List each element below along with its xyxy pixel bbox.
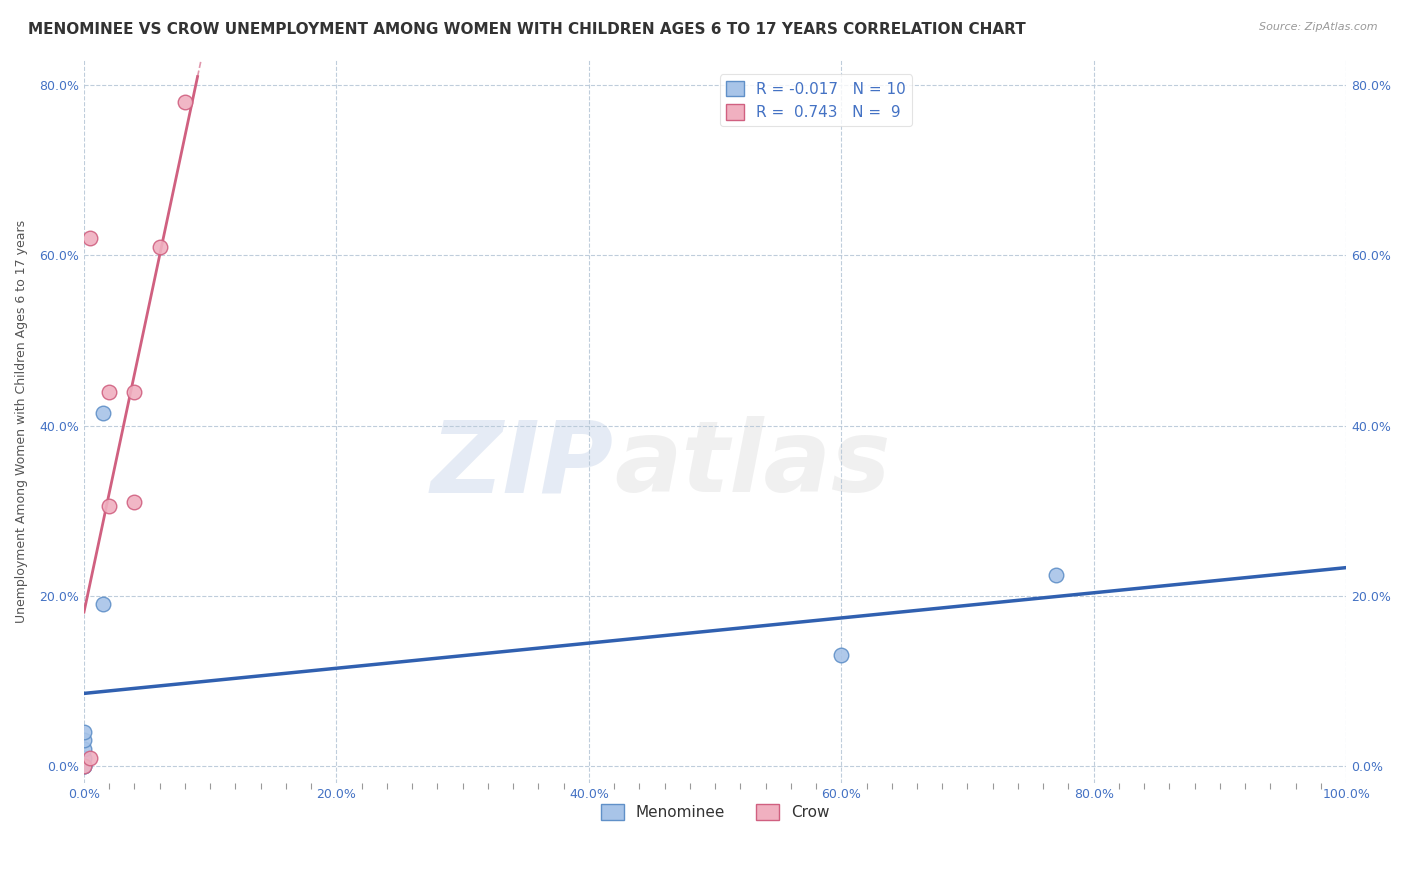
Text: MENOMINEE VS CROW UNEMPLOYMENT AMONG WOMEN WITH CHILDREN AGES 6 TO 17 YEARS CORR: MENOMINEE VS CROW UNEMPLOYMENT AMONG WOM…	[28, 22, 1026, 37]
Text: atlas: atlas	[614, 417, 890, 513]
Point	[830, 648, 852, 663]
Text: Source: ZipAtlas.com: Source: ZipAtlas.com	[1260, 22, 1378, 32]
Point	[98, 500, 121, 514]
Point	[79, 231, 101, 245]
Point	[73, 742, 96, 756]
Point	[73, 733, 96, 747]
Text: ZIP: ZIP	[432, 417, 614, 513]
Y-axis label: Unemployment Among Women with Children Ages 6 to 17 years: Unemployment Among Women with Children A…	[15, 219, 28, 623]
Point	[124, 384, 146, 399]
Point	[98, 384, 121, 399]
Point	[91, 597, 114, 611]
Point	[73, 750, 96, 764]
Point	[73, 759, 96, 773]
Point	[1045, 567, 1067, 582]
Legend: Menominee, Crow: Menominee, Crow	[595, 797, 835, 826]
Point	[124, 495, 146, 509]
Point	[73, 759, 96, 773]
Point	[91, 406, 114, 420]
Point	[174, 95, 197, 110]
Point	[79, 750, 101, 764]
Point	[149, 240, 172, 254]
Point	[73, 725, 96, 739]
Point	[73, 759, 96, 773]
